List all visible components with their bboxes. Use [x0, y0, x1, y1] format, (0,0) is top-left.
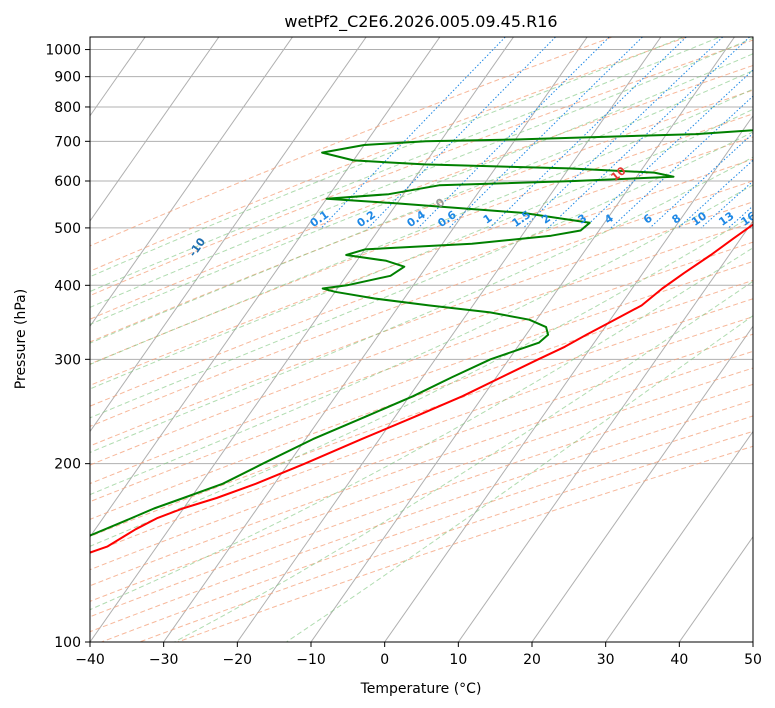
dry-adiabat — [90, 89, 753, 343]
moist-adiabat — [90, 131, 753, 419]
plot-frame — [89, 36, 754, 643]
y-tick-label: 800 — [54, 100, 81, 116]
x-tick-label: 40 — [670, 652, 688, 668]
dry-adiabat — [90, 383, 753, 618]
mixing-ratio-line — [321, 37, 507, 229]
y-tick-label: 400 — [54, 278, 81, 294]
moist-adiabat-layer — [90, 37, 753, 642]
y-tick-label: 500 — [54, 221, 81, 237]
dry-adiabat — [90, 241, 753, 485]
mixing-ratio-line — [700, 180, 753, 229]
y-tick-label: 300 — [54, 352, 81, 368]
y-tick-label: 100 — [54, 635, 81, 651]
moist-adiabat — [90, 53, 753, 325]
grid-layer — [90, 49, 753, 642]
moist-adiabat — [90, 247, 753, 611]
dry-adiabat — [90, 260, 753, 503]
x-tick-label: −10 — [296, 652, 326, 668]
isotherm-layer — [90, 37, 753, 642]
isotherm-line — [90, 37, 515, 642]
moist-adiabat — [90, 37, 686, 278]
isotherm-line — [163, 37, 588, 642]
isotherm-line — [90, 37, 367, 433]
mixing-ratio-line — [584, 69, 753, 229]
x-tick-label: 30 — [597, 652, 615, 668]
moist-adiabat — [90, 214, 753, 547]
x-tick-label: 50 — [744, 652, 762, 668]
axis-layer: −40 −30 −20 −10 0 10 20 30 40 50 1000 900 800 700 600 5… — [45, 43, 762, 668]
x-tick-label: 10 — [449, 652, 467, 668]
isotherm-line — [90, 37, 294, 328]
mixing-ratio-line — [448, 37, 644, 229]
x-axis-label: Temperature (°C) — [360, 681, 482, 697]
moist-adiabat — [90, 108, 753, 390]
moist-adiabat — [90, 156, 753, 454]
x-tick-label: −20 — [223, 652, 253, 668]
x-tick-label: −40 — [75, 652, 105, 668]
isotherm-line — [605, 430, 753, 642]
moist-adiabat — [90, 88, 753, 366]
dry-adiabat — [90, 39, 753, 297]
x-tick-label: −30 — [149, 652, 179, 668]
dewpoint-profile-line — [90, 129, 753, 537]
isotherm-line — [531, 325, 753, 642]
dry-adiabat — [90, 37, 689, 272]
dry-adiabat — [90, 350, 753, 587]
y-tick-label: 700 — [54, 134, 81, 150]
dry-adiabat-layer — [90, 37, 753, 642]
isotherm-line — [678, 535, 753, 642]
dry-adiabat — [90, 367, 753, 602]
y-axis-label: Pressure (hPa) — [13, 289, 29, 389]
isotherm-line — [384, 114, 753, 642]
moist-adiabat — [90, 184, 753, 496]
mixing-ratio-line — [610, 95, 753, 229]
dry-adiabat — [90, 136, 753, 386]
moist-adiabat — [90, 37, 722, 293]
dry-adiabat — [90, 37, 614, 247]
dry-adiabat — [90, 221, 753, 466]
temperature-profile-line — [90, 223, 753, 554]
x-tick-label: 0 — [380, 652, 389, 668]
dry-adiabat — [90, 64, 753, 320]
y-tick-label: 600 — [54, 174, 81, 190]
mixing-ratio-line — [547, 37, 751, 229]
isotherm-line — [310, 37, 736, 642]
y-tick-label: 1000 — [45, 43, 81, 59]
chart-title: wetPf2_C2E6.2026.005.09.45.R16 — [284, 12, 557, 32]
moist-adiabat — [286, 315, 753, 642]
series-layer — [90, 129, 753, 554]
x-tick-label: 20 — [523, 652, 541, 668]
moist-adiabat — [90, 69, 753, 344]
y-tick-label: 900 — [54, 70, 81, 86]
plot-area — [90, 37, 753, 642]
dry-adiabat — [90, 158, 753, 407]
mixing-ratio-line — [489, 37, 688, 229]
isotherm-line — [90, 37, 220, 222]
y-tick-label: 200 — [54, 457, 81, 473]
dry-adiabat — [90, 333, 753, 571]
isotherm-line — [90, 37, 441, 538]
